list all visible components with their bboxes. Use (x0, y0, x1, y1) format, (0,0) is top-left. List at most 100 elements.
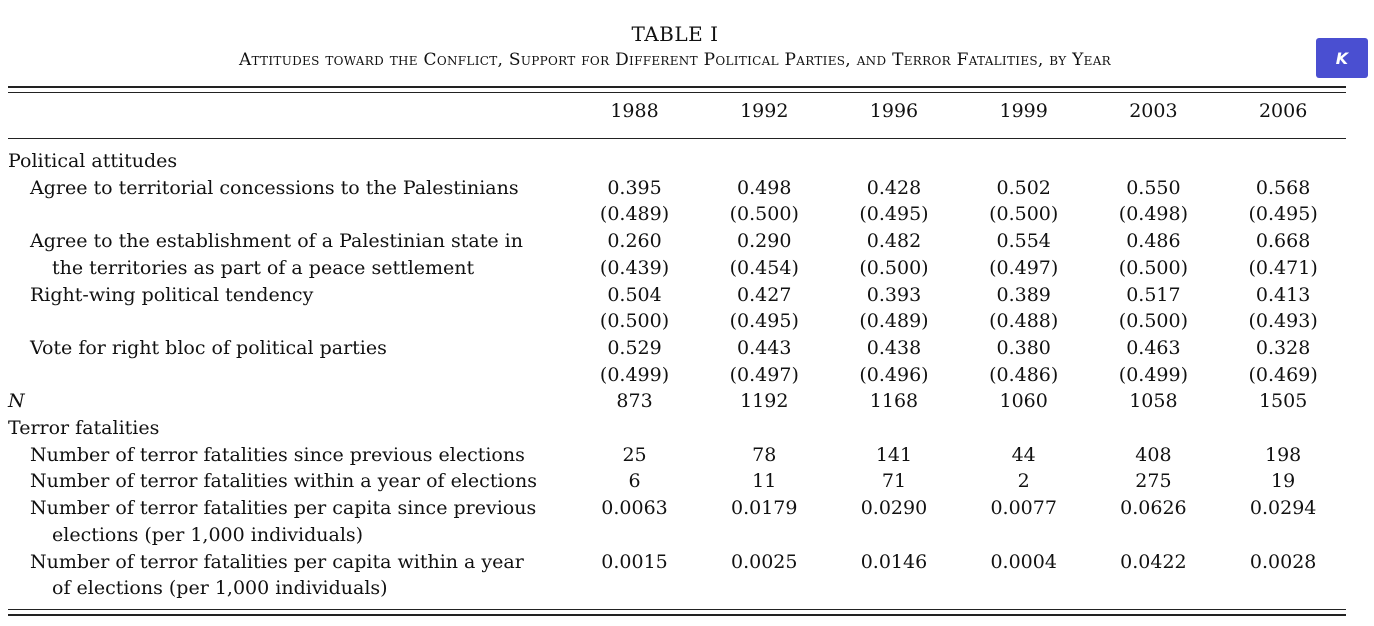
row-label: the territories as part of a peace settl… (52, 256, 475, 279)
cell-value: 0.0294 (1249, 497, 1317, 520)
cell-value: (0.486) (989, 363, 1059, 386)
cell-value: 0.502 (996, 176, 1051, 199)
cell-value: 275 (1135, 470, 1172, 493)
cell-value: 0.568 (1255, 176, 1311, 199)
cell-value: 0.395 (607, 176, 662, 199)
cell-value: 141 (875, 443, 913, 466)
row-label (8, 308, 570, 335)
cell-value: 0.438 (866, 336, 922, 359)
k-badge-button[interactable]: K (1316, 38, 1368, 78)
cell-value: (0.500) (599, 310, 670, 333)
cell-value: 0.443 (737, 336, 792, 359)
cell-value: (0.439) (599, 256, 670, 279)
cell-value: (0.500) (859, 256, 929, 279)
row-label: Number of terror fatalities since previo… (30, 443, 525, 466)
cell-value: (0.500) (1118, 256, 1189, 279)
cell-value: 71 (881, 470, 907, 493)
row-label: Agree to the establishment of a Palestin… (30, 230, 523, 253)
cell-value: 0.380 (996, 336, 1051, 359)
cell-value: 0.517 (1126, 283, 1181, 306)
cell-value: 198 (1265, 443, 1302, 466)
cell-value: (0.500) (1118, 310, 1189, 333)
cell-value (1089, 148, 1219, 175)
table-row: Number of terror fatalities since previo… (8, 442, 1348, 469)
cell-value: 1505 (1258, 390, 1308, 413)
sample-size-row: N 873 1192 1168 1060 1058 1505 (8, 388, 1348, 415)
cell-value: (0.489) (859, 310, 929, 333)
cell-value: (0.499) (1118, 363, 1189, 386)
header-rule (8, 138, 1346, 139)
cell-value: 0.0146 (860, 550, 928, 573)
cell-value (699, 522, 829, 549)
cell-value: 0.427 (737, 283, 792, 306)
table-row: Number of terror fatalities within a yea… (8, 468, 1348, 495)
top-rule-thin (8, 92, 1346, 93)
cell-value: 0.463 (1126, 336, 1181, 359)
cell-value (699, 148, 829, 175)
cell-value: 0.328 (1255, 336, 1311, 359)
bottom-rule (8, 614, 1346, 616)
cell-value: 0.0015 (601, 550, 668, 573)
table-row-continuation: of elections (per 1,000 individuals) (8, 575, 1348, 602)
section-header-political-attitudes: Political attitudes (8, 148, 1348, 175)
cell-value: 2 (1017, 470, 1030, 493)
row-label: Vote for right bloc of political parties (30, 336, 387, 359)
cell-value: 0.668 (1255, 230, 1311, 253)
cell-value (829, 148, 959, 175)
bottom-rule-thin (8, 609, 1346, 610)
table-row-continuation: elections (per 1,000 individuals) (8, 522, 1348, 549)
cell-value: 0.0179 (731, 497, 798, 520)
cell-value (1218, 575, 1348, 602)
cell-value: (0.493) (1248, 310, 1318, 333)
cell-value: 0.0290 (860, 497, 928, 520)
cell-value: (0.489) (599, 203, 670, 226)
cell-value: 0.389 (996, 283, 1051, 306)
cell-value: 0.0422 (1120, 550, 1187, 573)
cell-value: 19 (1271, 470, 1296, 493)
cell-value: 0.0028 (1249, 550, 1317, 573)
cell-value: (0.500) (989, 203, 1059, 226)
cell-value (699, 415, 829, 442)
cell-value: 0.550 (1126, 176, 1181, 199)
row-label (8, 362, 570, 389)
cell-value (1218, 522, 1348, 549)
cell-value: (0.495) (1248, 203, 1318, 226)
cell-value: 0.0063 (601, 497, 668, 520)
cell-value: 0.529 (607, 336, 662, 359)
cell-value: (0.497) (729, 363, 799, 386)
cell-value: 0.393 (866, 283, 922, 306)
year-header: 1996 (869, 100, 919, 122)
table-row-std-error: (0.489) (0.500) (0.495) (0.500) (0.498) … (8, 201, 1348, 228)
cell-value: 78 (752, 443, 777, 466)
cell-value: 0.260 (607, 230, 662, 253)
table-subtitle: Attitudes toward the Conflict, Support f… (238, 50, 1112, 70)
row-label: elections (per 1,000 individuals) (52, 523, 364, 546)
row-label: Number of terror fatalities per capita s… (30, 497, 537, 520)
row-label: Political attitudes (8, 150, 178, 172)
top-rule (8, 86, 1346, 88)
cell-value (959, 148, 1089, 175)
data-table: 1988 1992 1996 1999 2003 2006 Political … (8, 100, 1348, 602)
table-row: Right-wing political tendency 0.504 0.42… (8, 282, 1348, 309)
year-header: 1999 (999, 100, 1048, 122)
cell-value (570, 415, 700, 442)
cell-value (829, 415, 959, 442)
cell-value: 408 (1135, 443, 1172, 466)
cell-value: (0.500) (729, 203, 799, 226)
cell-value (1218, 148, 1348, 175)
row-label: Agree to territorial concessions to the … (30, 176, 519, 199)
cell-value: (0.454) (729, 256, 799, 279)
cell-value: (0.497) (989, 256, 1059, 279)
cell-value: 0.504 (607, 283, 662, 306)
cell-value: 0.428 (866, 176, 922, 199)
table-row-std-error: (0.499) (0.497) (0.496) (0.486) (0.499) … (8, 362, 1348, 389)
cell-value: 44 (1011, 443, 1036, 466)
cell-value (1089, 415, 1219, 442)
cell-value (570, 575, 700, 602)
cell-value: 0.0626 (1120, 497, 1187, 520)
cell-value: 0.0077 (990, 497, 1057, 520)
row-label (8, 201, 570, 228)
cell-value: 0.290 (737, 230, 792, 253)
cell-value (1089, 575, 1219, 602)
cell-value (1218, 415, 1348, 442)
